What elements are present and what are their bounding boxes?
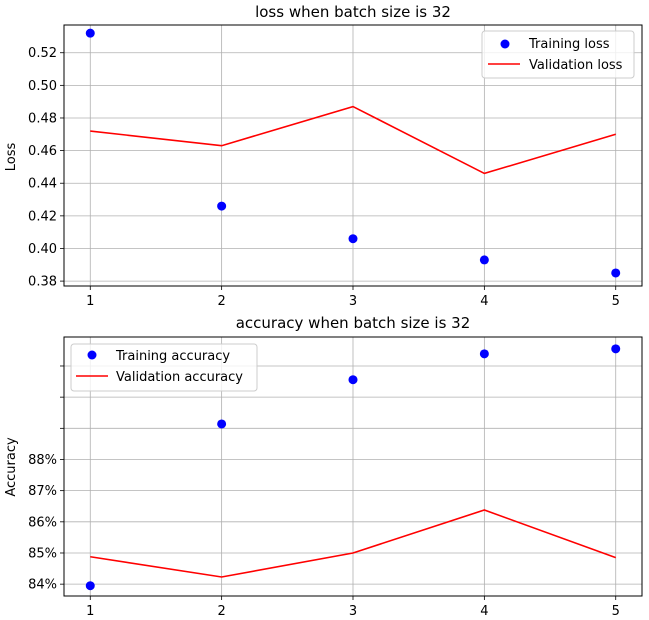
- accuracy-legend-training-marker: [87, 350, 97, 360]
- loss-xtick-label: 5: [612, 294, 620, 309]
- loss-chart: loss when batch size is 32 Loss 1 2 3 4 5 0.3…: [4, 3, 643, 309]
- loss-ytick-label: 0.42: [28, 209, 57, 224]
- loss-legend-validation-label: Validation loss: [529, 58, 623, 73]
- training-accuracy-point: [479, 349, 489, 359]
- training-loss-point: [611, 268, 621, 278]
- training-accuracy-point: [85, 581, 95, 591]
- validation-loss-line: [90, 105, 616, 175]
- loss-ytick-label: 0.52: [28, 46, 57, 61]
- accuracy-ytick-label: 85%: [28, 546, 57, 561]
- loss-chart-title: loss when batch size is 32: [255, 3, 451, 21]
- loss-ytick-label: 0.40: [28, 242, 57, 257]
- accuracy-ticks: 1 2 3 4 5 84% 85% 86% 87% 88%: [28, 365, 620, 619]
- loss-xtick-label: 2: [217, 294, 225, 309]
- accuracy-chart-title: accuracy when batch size is 32: [236, 314, 471, 332]
- accuracy-ytick-label: 87%: [28, 484, 57, 499]
- loss-ytick-label: 0.48: [28, 111, 57, 126]
- accuracy-plot-frame: [63, 336, 643, 597]
- loss-legend: Training loss Validation loss: [481, 30, 635, 79]
- accuracy-legend-validation-label: Validation accuracy: [116, 370, 243, 385]
- training-loss-point: [217, 201, 227, 211]
- loss-ytick-label: 0.38: [28, 275, 57, 290]
- loss-y-axis-label: Loss: [4, 143, 19, 172]
- loss-legend-training-marker: [500, 39, 510, 49]
- accuracy-xtick-label: 5: [612, 604, 620, 619]
- loss-ytick-label: 0.44: [28, 177, 57, 192]
- accuracy-legend-training-label: Training accuracy: [115, 349, 230, 364]
- training-accuracy-point: [348, 375, 358, 385]
- validation-accuracy-line: [90, 509, 617, 578]
- loss-marks: [85, 28, 621, 278]
- training-loss-point: [85, 28, 95, 38]
- accuracy-marks: [85, 344, 621, 591]
- accuracy-ytick-label: 84%: [28, 578, 57, 593]
- loss-legend-training-label: Training loss: [528, 37, 610, 52]
- accuracy-legend-box: [70, 343, 258, 392]
- loss-xtick-label: 3: [349, 294, 357, 309]
- accuracy-legend: Training accuracy Validation accuracy: [70, 343, 258, 392]
- loss-ytick-label: 0.50: [28, 79, 57, 94]
- accuracy-ytick-label: 86%: [28, 515, 57, 530]
- accuracy-xtick-label: 4: [480, 604, 488, 619]
- accuracy-xtick-label: 2: [217, 604, 225, 619]
- accuracy-chart: accuracy when batch size is 32 Accuracy …: [4, 314, 643, 619]
- accuracy-xtick-label: 3: [349, 604, 357, 619]
- loss-ticks: 1 2 3 4 5 0.38 0.40 0.42 0.44 0.46 0.48 0.50 0.52: [28, 46, 620, 309]
- accuracy-ytick-label: 88%: [28, 453, 57, 468]
- loss-legend-box: [481, 30, 635, 79]
- loss-plot-frame: [63, 24, 643, 287]
- accuracy-grid: [64, 337, 642, 596]
- training-loss-point: [348, 234, 358, 244]
- training-accuracy-point: [611, 344, 621, 354]
- training-loss-point: [479, 255, 489, 265]
- loss-xtick-label: 1: [86, 294, 94, 309]
- training-accuracy-point: [217, 419, 227, 429]
- accuracy-xtick-label: 1: [86, 604, 94, 619]
- loss-ytick-label: 0.46: [28, 144, 57, 159]
- accuracy-y-axis-label: Accuracy: [4, 437, 19, 497]
- loss-xtick-label: 4: [480, 294, 488, 309]
